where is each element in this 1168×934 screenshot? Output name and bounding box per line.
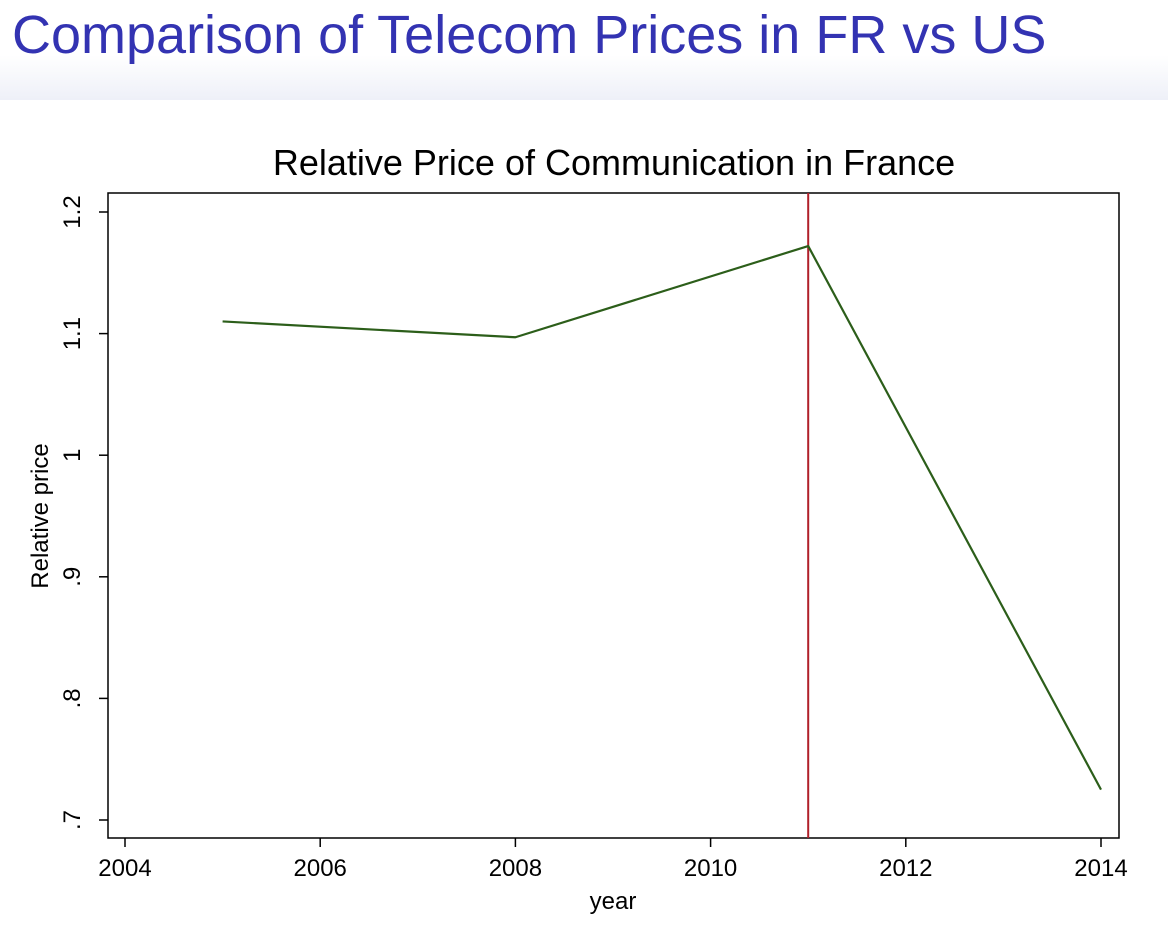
y-axis: .7 .8 .9 1 1.1 1.2 — [59, 195, 108, 830]
y-tick-label: .7 — [59, 810, 86, 830]
y-tick-label: 1.2 — [59, 195, 86, 228]
title-band — [0, 0, 1168, 100]
series-line — [222, 244, 1102, 791]
x-tick-label: 2014 — [1074, 855, 1127, 882]
x-tick-label: 2006 — [294, 855, 347, 882]
plot-frame — [107, 192, 1120, 839]
y-tick-label: 1.1 — [59, 317, 86, 350]
x-tick-label: 2008 — [489, 855, 542, 882]
chart-title: Relative Price of Communication in Franc… — [273, 142, 955, 183]
x-tick-label: 2010 — [684, 855, 737, 882]
x-tick-label: 2012 — [879, 855, 932, 882]
y-axis-label: Relative price — [27, 443, 54, 588]
y-tick-label: .8 — [59, 688, 86, 708]
x-axis-label: year — [590, 888, 637, 915]
x-axis: 2004 2006 2008 2010 2012 2014 — [98, 838, 1128, 882]
series-group — [222, 244, 1102, 791]
y-tick-label: .9 — [59, 567, 86, 587]
y-tick-label: 1 — [59, 449, 86, 462]
x-tick-label: 2004 — [98, 855, 151, 882]
slide-title: Comparison of Telecom Prices in FR vs US — [12, 5, 1047, 65]
